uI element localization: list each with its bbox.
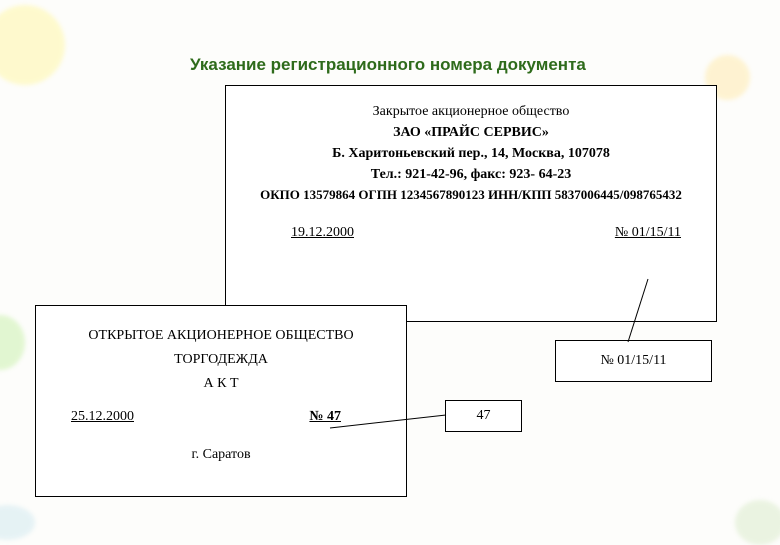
sub-document: ОТКРЫТОЕ АКЦИОНЕРНОЕ ОБЩЕСТВО ТОРГОДЕЖДА… — [35, 305, 407, 497]
bg-blob — [0, 5, 65, 85]
sub-line-2: А К Т — [36, 372, 406, 396]
main-line-1: ЗАО «ПРАЙС СЕРВИС» — [226, 122, 716, 143]
bg-blob — [0, 505, 35, 540]
sub-date: 25.12.2000 — [71, 409, 134, 425]
page-title: Указание регистрационного номера докумен… — [190, 55, 586, 75]
main-line-2: Б. Харитоньевский пер., 14, Москва, 1070… — [226, 143, 716, 164]
main-reg-number: № 01/15/11 — [615, 225, 681, 241]
main-document: Закрытое акционерное общество ЗАО «ПРАЙС… — [225, 85, 717, 322]
callout-reg-big: № 01/15/11 — [555, 340, 712, 382]
main-date: 19.12.2000 — [291, 225, 354, 241]
main-line-4: ОКПО 13579864 ОГПН 1234567890123 ИНН/КПП… — [226, 185, 716, 205]
sub-line-0: ОТКРЫТОЕ АКЦИОНЕРНОЕ ОБЩЕСТВО — [36, 324, 406, 348]
main-line-0: Закрытое акционерное общество — [226, 101, 716, 122]
main-line-3: Тел.: 921-42-96, факс: 923- 64-23 — [226, 164, 716, 185]
sub-reg-number: № 47 — [309, 409, 341, 425]
sub-line-1: ТОРГОДЕЖДА — [36, 348, 406, 372]
bg-blob — [0, 315, 25, 370]
bg-blob — [735, 500, 780, 545]
sub-city: г. Саратов — [36, 447, 406, 463]
callout-reg-small: 47 — [445, 400, 522, 432]
